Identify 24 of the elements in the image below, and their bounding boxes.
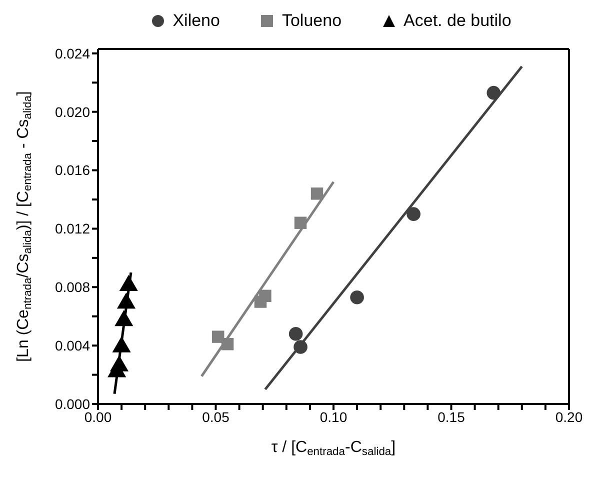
point: [212, 330, 224, 343]
point: [486, 86, 501, 100]
point: [350, 290, 364, 304]
point: [406, 207, 420, 221]
x-tick-label: 0.05: [202, 408, 230, 425]
y-tick-label: 0.012: [54, 220, 90, 237]
legend-label: Tolueno: [280, 11, 342, 31]
x-tick-label: 0.10: [320, 408, 348, 425]
point: [288, 326, 303, 341]
x-tick-label: 0.15: [438, 408, 466, 425]
point: [221, 338, 234, 350]
y-tick-label: 0.016: [54, 162, 90, 178]
point: [310, 188, 324, 200]
y-tick-label: 0.020: [54, 104, 90, 120]
legend-label: Acet. de butilo: [402, 11, 512, 31]
point: [294, 216, 307, 229]
point: [294, 340, 308, 354]
y-tick-label: 0.008: [54, 279, 90, 296]
point: [259, 290, 272, 302]
y-tick-label: 0.024: [54, 45, 90, 62]
x-axis-title: τ / [C$_{entrada}$-C$_{salida}$]: [271, 439, 396, 458]
x-tick-label: 0.20: [555, 408, 583, 425]
legend-label: Xileno: [172, 11, 220, 31]
y-tick-label: 0.004: [54, 338, 90, 354]
